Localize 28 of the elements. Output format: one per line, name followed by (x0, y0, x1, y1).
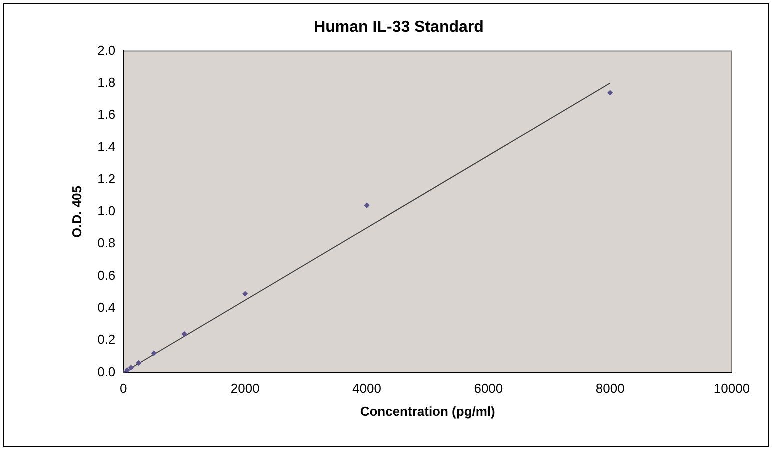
x-tick-label: 2000 (230, 381, 260, 396)
point (124, 368, 130, 373)
x-axis-title: Concentration (pg/ml) (360, 404, 496, 419)
y-axis-title: O.D. 405 (69, 186, 84, 238)
y-tick-label: 0.8 (98, 236, 116, 251)
point (128, 365, 134, 371)
y-tick-label: 0.2 (98, 332, 116, 348)
x-tick-label: 10000 (714, 381, 750, 396)
y-tick-label: 2.0 (98, 42, 116, 58)
x-tick-label: 0 (120, 381, 128, 396)
x-tick-label: 8000 (596, 381, 625, 396)
point (151, 350, 157, 356)
y-tick-label: 1.0 (98, 204, 116, 219)
y-tick-label: 1.6 (98, 107, 116, 122)
point (608, 90, 614, 96)
point (182, 331, 188, 338)
chart-title: Human IL-33 Standard (314, 19, 484, 36)
x-tick-label: 4000 (352, 381, 382, 396)
point (242, 291, 248, 297)
point (364, 202, 370, 208)
y-tick-label: 0.6 (98, 268, 116, 283)
point (136, 360, 142, 366)
y-tick-label: 1.4 (98, 139, 116, 154)
y-tick-label: 0.4 (98, 300, 116, 316)
y-tick-label: 0.0 (98, 364, 116, 380)
y-tick-label: 1.8 (98, 74, 116, 90)
x-tick-label: 6000 (474, 381, 504, 396)
y-tick-label: 1.2 (98, 171, 116, 186)
